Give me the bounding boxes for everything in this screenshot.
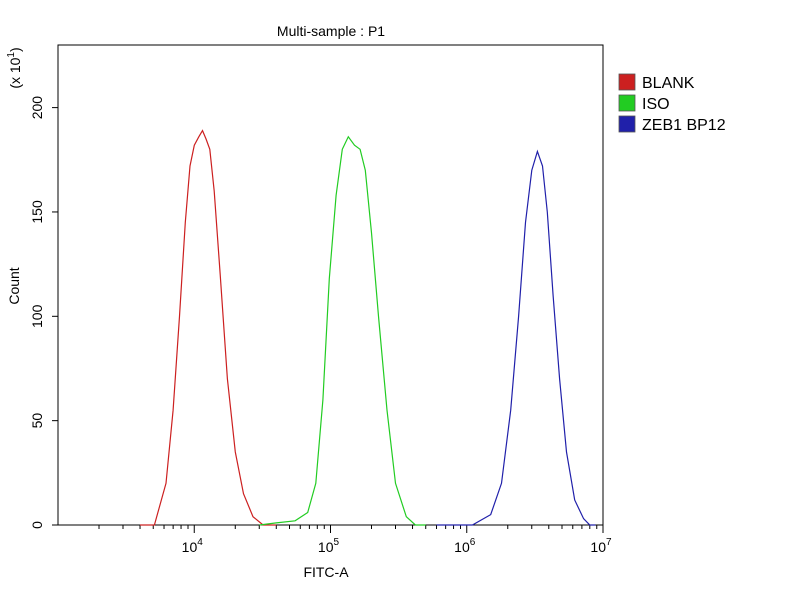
- chart-title: Multi-sample : P1: [277, 23, 385, 39]
- x-tick-label: 104: [182, 537, 204, 555]
- y-multiplier-close: ): [7, 47, 23, 52]
- legend-swatch: [618, 115, 636, 133]
- x-tick-label: 105: [318, 537, 340, 555]
- legend-swatch: [618, 73, 636, 91]
- y-multiplier-prefix: (x 10: [7, 57, 23, 88]
- legend-label: ISO: [642, 96, 670, 113]
- svg-text:(x 101): (x 101): [6, 47, 23, 88]
- y-tick-label-group: 200: [29, 96, 45, 120]
- y-multiplier-exponent: 1: [6, 52, 17, 58]
- legend-label: ZEB1 BP12: [642, 117, 726, 134]
- x-tick-label: 106: [454, 537, 476, 555]
- y-tick-label: 100: [29, 304, 45, 328]
- y-tick-label: 0: [29, 521, 45, 529]
- legend-label: BLANK: [642, 75, 695, 92]
- series-line-blank: [140, 129, 277, 526]
- y-axis-label: Count: [6, 267, 22, 304]
- y-tick-label: 50: [29, 413, 45, 429]
- y-tick-label-group: 0: [29, 521, 45, 529]
- y-tick-label-group: 150: [29, 200, 45, 224]
- legend-swatch: [618, 94, 636, 112]
- y-tick-label-group: 50: [29, 413, 45, 429]
- series-line-zeb1-bp12: [436, 149, 596, 526]
- series-line-iso: [259, 135, 426, 526]
- x-axis-label: FITC-A: [303, 564, 349, 580]
- y-multiplier-label: (x 101): [6, 47, 23, 88]
- y-tick-label-group: 100: [29, 304, 45, 328]
- y-tick-label: 200: [29, 96, 45, 120]
- x-tick-label: 107: [590, 537, 612, 555]
- y-tick-label: 150: [29, 200, 45, 224]
